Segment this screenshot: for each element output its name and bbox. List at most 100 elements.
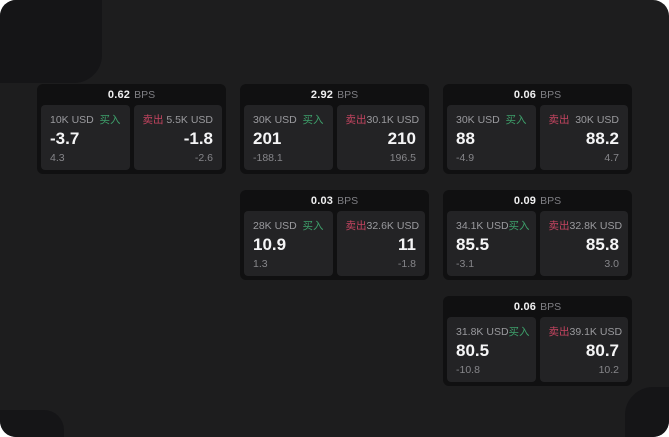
quote-card[interactable]: 0.09 BPS 34.1K USD 买入 85.5 -3.1 卖出 32.8K…	[443, 190, 632, 280]
quote-grid: 0.62 BPS 10K USD 买入 -3.7 4.3 卖出 5.5K USD…	[37, 84, 632, 386]
card-header: 0.06 BPS	[443, 296, 632, 317]
sell-notional: 30K USD	[575, 113, 619, 126]
buy-panel-top: 31.8K USD 买入	[456, 324, 530, 339]
sell-panel-top: 卖出 39.1K USD	[548, 324, 623, 339]
bps-unit-label: BPS	[337, 194, 359, 207]
buy-delta: 4.3	[50, 152, 65, 164]
card-header: 2.92 BPS	[240, 84, 429, 105]
bps-unit-label: BPS	[540, 194, 562, 207]
buy-price: 10.9	[253, 235, 287, 254]
buy-panel[interactable]: 10K USD 买入 -3.7 4.3	[41, 105, 130, 170]
sell-side-label: 卖出	[142, 114, 164, 126]
bps-value: 0.62	[107, 88, 131, 101]
card-header: 0.06 BPS	[443, 84, 632, 105]
sell-side-label: 卖出	[548, 220, 570, 232]
buy-side-label: 买入	[508, 220, 530, 232]
buy-panel[interactable]: 28K USD 买入 10.9 1.3	[244, 211, 333, 276]
sell-panel[interactable]: 卖出 32.6K USD 11 -1.8	[336, 211, 425, 276]
sell-panel-top: 卖出 32.6K USD	[345, 218, 420, 233]
card-header: 0.09 BPS	[443, 190, 632, 211]
buy-price: 85.5	[456, 235, 490, 254]
sell-panel[interactable]: 卖出 30.1K USD 210 196.5	[336, 105, 425, 170]
buy-panel[interactable]: 30K USD 买入 88 -4.9	[447, 105, 536, 170]
quote-card[interactable]: 0.62 BPS 10K USD 买入 -3.7 4.3 卖出 5.5K USD…	[37, 84, 226, 174]
sell-delta: 10.2	[598, 364, 619, 376]
buy-side-label: 买入	[99, 114, 121, 126]
bps-unit-label: BPS	[134, 88, 156, 101]
buy-notional: 30K USD	[253, 113, 297, 126]
sell-panel-top: 卖出 30.1K USD	[345, 112, 420, 127]
buy-panel[interactable]: 30K USD 买入 201 -188.1	[244, 105, 333, 170]
bps-unit-label: BPS	[337, 88, 359, 101]
sell-panel-top: 卖出 32.8K USD	[548, 218, 623, 233]
buy-panel-top: 28K USD 买入	[253, 218, 324, 233]
sell-panel[interactable]: 卖出 5.5K USD -1.8 -2.6	[133, 105, 222, 170]
sell-panel[interactable]: 卖出 39.1K USD 80.7 10.2	[539, 317, 628, 382]
sell-price: -1.8	[183, 129, 213, 148]
sell-price: 80.7	[585, 341, 619, 360]
buy-price: 88	[456, 129, 475, 148]
bps-value: 0.09	[513, 194, 537, 207]
quote-card[interactable]: 0.06 BPS 30K USD 买入 88 -4.9 卖出 30K USD 8…	[443, 84, 632, 174]
quote-card[interactable]: 0.03 BPS 28K USD 买入 10.9 1.3 卖出 32.6K US…	[240, 190, 429, 280]
buy-panel-top: 34.1K USD 买入	[456, 218, 530, 233]
buy-delta: 1.3	[253, 258, 268, 270]
sell-panel-top: 卖出 30K USD	[549, 112, 620, 127]
sell-price: 210	[387, 129, 416, 148]
buy-side-label: 买入	[505, 114, 527, 126]
sell-delta: -2.6	[194, 152, 213, 164]
sell-panel[interactable]: 卖出 30K USD 88.2 4.7	[539, 105, 628, 170]
buy-delta: -4.9	[456, 152, 475, 164]
buy-delta: -10.8	[456, 364, 480, 376]
buy-price: -3.7	[50, 129, 80, 148]
buy-delta: -3.1	[456, 258, 475, 270]
buy-notional: 31.8K USD	[456, 325, 509, 338]
buy-notional: 34.1K USD	[456, 219, 509, 232]
buy-notional: 30K USD	[456, 113, 500, 126]
buy-side-label: 买入	[302, 114, 324, 126]
card-header: 0.62 BPS	[37, 84, 226, 105]
buy-notional: 28K USD	[253, 219, 297, 232]
sell-price: 88.2	[585, 129, 619, 148]
sell-price: 85.8	[585, 235, 619, 254]
buy-panel[interactable]: 31.8K USD 买入 80.5 -10.8	[447, 317, 536, 382]
sell-notional: 32.8K USD	[569, 219, 623, 232]
buy-price: 201	[253, 129, 282, 148]
card-body: 31.8K USD 买入 80.5 -10.8 卖出 39.1K USD 80.…	[443, 317, 632, 386]
bps-value: 2.92	[310, 88, 334, 101]
buy-panel[interactable]: 34.1K USD 买入 85.5 -3.1	[447, 211, 536, 276]
bps-value: 0.06	[513, 88, 537, 101]
sell-notional: 5.5K USD	[166, 113, 213, 126]
bps-value: 0.06	[513, 300, 537, 313]
sell-panel[interactable]: 卖出 32.8K USD 85.8 3.0	[539, 211, 628, 276]
sell-delta: 3.0	[604, 258, 619, 270]
sell-delta: -1.8	[397, 258, 416, 270]
buy-side-label: 买入	[302, 220, 324, 232]
quote-card[interactable]: 2.92 BPS 30K USD 买入 201 -188.1 卖出 30.1K …	[240, 84, 429, 174]
sell-side-label: 卖出	[345, 220, 367, 232]
card-body: 30K USD 买入 201 -188.1 卖出 30.1K USD 210 1…	[240, 105, 429, 174]
bps-value: 0.03	[310, 194, 334, 207]
bps-unit-label: BPS	[540, 300, 562, 313]
card-body: 10K USD 买入 -3.7 4.3 卖出 5.5K USD -1.8 -2.…	[37, 105, 226, 174]
sell-side-label: 卖出	[548, 326, 570, 338]
sell-panel-top: 卖出 5.5K USD	[143, 112, 214, 127]
card-body: 28K USD 买入 10.9 1.3 卖出 32.6K USD 11 -1.8	[240, 211, 429, 280]
buy-price: 80.5	[456, 341, 490, 360]
card-body: 30K USD 买入 88 -4.9 卖出 30K USD 88.2 4.7	[443, 105, 632, 174]
buy-side-label: 买入	[508, 326, 530, 338]
buy-panel-top: 10K USD 买入	[50, 112, 121, 127]
sell-delta: 4.7	[604, 152, 619, 164]
sell-notional: 32.6K USD	[366, 219, 420, 232]
buy-panel-top: 30K USD 买入	[253, 112, 324, 127]
sell-notional: 39.1K USD	[569, 325, 623, 338]
card-body: 34.1K USD 买入 85.5 -3.1 卖出 32.8K USD 85.8…	[443, 211, 632, 280]
sell-notional: 30.1K USD	[366, 113, 420, 126]
buy-panel-top: 30K USD 买入	[456, 112, 527, 127]
corner-decoration-top-left	[0, 0, 102, 83]
quote-card[interactable]: 0.06 BPS 31.8K USD 买入 80.5 -10.8 卖出 39.1…	[443, 296, 632, 386]
buy-delta: -188.1	[253, 152, 283, 164]
sell-price: 11	[398, 235, 416, 254]
sell-side-label: 卖出	[345, 114, 367, 126]
